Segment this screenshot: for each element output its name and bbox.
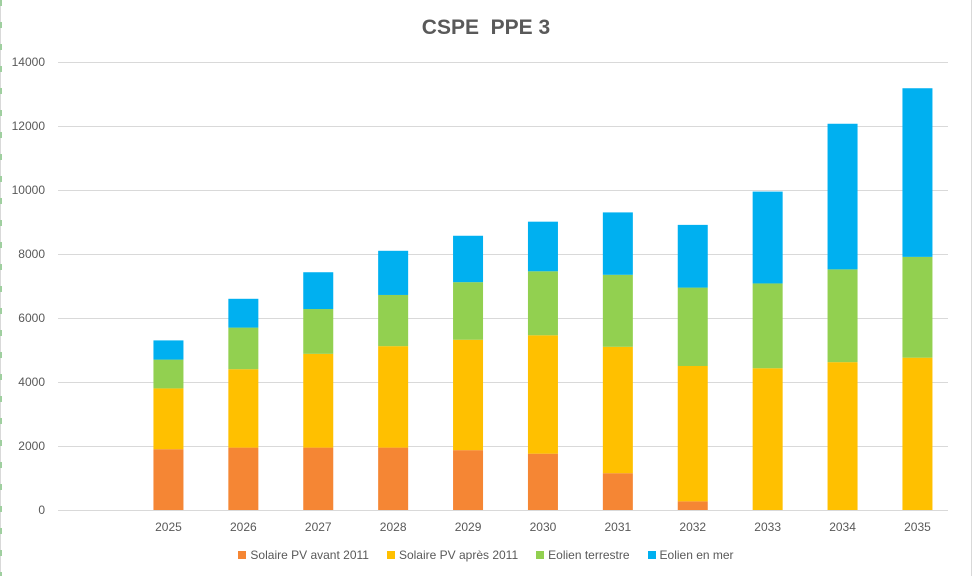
bar-2032-series-1 bbox=[677, 501, 708, 510]
legend-item-series-2: Solaire PV après 2011 bbox=[386, 548, 519, 562]
bar-2026-series-4 bbox=[228, 298, 259, 328]
bar-2031-series-2 bbox=[602, 346, 633, 474]
y-tick-label: 4000 bbox=[18, 375, 45, 389]
legend-label: Eolien en mer bbox=[659, 548, 734, 562]
bar-2033-series-3 bbox=[752, 283, 783, 369]
bar-2031-series-1 bbox=[602, 473, 633, 510]
y-tick-label: 6000 bbox=[18, 311, 45, 325]
bar-series bbox=[153, 88, 933, 510]
legend-item-series-4: Eolien en mer bbox=[647, 548, 734, 562]
bar-2027-series-3 bbox=[303, 309, 334, 354]
bar-2026-series-1 bbox=[228, 447, 259, 510]
legend-swatch bbox=[238, 551, 247, 559]
bar-2028-series-4 bbox=[378, 250, 409, 295]
bar-2027-series-4 bbox=[303, 272, 334, 310]
x-tick-label: 2031 bbox=[604, 520, 631, 534]
legend-label: Solaire PV après 2011 bbox=[398, 548, 519, 562]
bar-2035-series-3 bbox=[902, 256, 933, 358]
sheet-edge-marks bbox=[0, 0, 2, 576]
bar-2034-series-2 bbox=[827, 362, 858, 510]
bar-2033-series-4 bbox=[752, 191, 783, 284]
chart-title: CSPE PPE 3 bbox=[421, 16, 551, 39]
bar-2030-series-4 bbox=[527, 221, 558, 272]
bar-2028-series-3 bbox=[378, 294, 409, 347]
bar-2030-series-2 bbox=[527, 335, 558, 454]
bar-2029-series-2 bbox=[453, 339, 484, 451]
bar-2031-series-3 bbox=[602, 274, 633, 347]
bar-2034-series-4 bbox=[827, 123, 858, 270]
x-tick-label: 2028 bbox=[380, 520, 407, 534]
bar-2025-series-2 bbox=[153, 388, 184, 450]
bar-2025-series-1 bbox=[153, 449, 184, 510]
bar-2032-series-2 bbox=[677, 366, 708, 502]
y-tick-label: 14000 bbox=[12, 55, 46, 69]
bar-2035-series-4 bbox=[902, 88, 933, 257]
bar-2034-series-3 bbox=[827, 269, 858, 363]
x-tick-label: 2029 bbox=[455, 520, 482, 534]
x-tick-label: 2025 bbox=[155, 520, 182, 534]
y-tick-label: 10000 bbox=[12, 183, 46, 197]
x-axis-tick-labels: 2025 2026 2027 2028 2029 2030 2031 2032 2033 2034… bbox=[155, 520, 931, 534]
bar-2029-series-4 bbox=[453, 235, 484, 283]
bar-2027-series-2 bbox=[303, 353, 334, 448]
legend-swatch bbox=[536, 551, 545, 559]
bar-2026-series-2 bbox=[228, 369, 259, 448]
x-tick-label: 2032 bbox=[679, 520, 706, 534]
bar-2027-series-1 bbox=[303, 447, 334, 510]
legend-item-series-3: Eolien terrestre bbox=[536, 548, 630, 562]
bar-2030-series-3 bbox=[527, 271, 558, 336]
bar-2025-series-3 bbox=[153, 359, 184, 389]
x-tick-label: 2026 bbox=[230, 520, 257, 534]
bar-2035-series-2 bbox=[902, 357, 933, 510]
y-tick-label: 2000 bbox=[18, 439, 45, 453]
bar-2032-series-4 bbox=[677, 224, 708, 288]
x-tick-label: 2034 bbox=[829, 520, 856, 534]
y-tick-label: 8000 bbox=[18, 247, 45, 261]
bar-2031-series-4 bbox=[602, 212, 633, 275]
bar-2028-series-2 bbox=[378, 346, 409, 448]
bar-2028-series-1 bbox=[378, 447, 409, 510]
legend-swatch bbox=[647, 551, 656, 559]
y-axis-tick-labels: 0 2000 4000 6000 8000 10000 12000 14000 bbox=[12, 55, 46, 517]
y-tick-label: 0 bbox=[38, 503, 45, 517]
x-tick-label: 2033 bbox=[754, 520, 781, 534]
gridlines bbox=[58, 62, 948, 511]
x-tick-label: 2027 bbox=[305, 520, 332, 534]
bar-2033-series-2 bbox=[752, 368, 783, 510]
bar-2026-series-3 bbox=[228, 327, 259, 370]
bar-2029-series-1 bbox=[453, 450, 484, 510]
chart-legend: Solaire PV avant 2011 Solaire PV après 20… bbox=[0, 548, 972, 562]
legend-label: Solaire PV avant 2011 bbox=[250, 548, 369, 562]
x-tick-label: 2030 bbox=[530, 520, 557, 534]
bar-2030-series-1 bbox=[527, 453, 558, 510]
legend-swatch bbox=[386, 551, 395, 559]
bar-2032-series-3 bbox=[677, 287, 708, 366]
x-tick-label: 2035 bbox=[904, 520, 931, 534]
legend-item-series-1: Solaire PV avant 2011 bbox=[238, 548, 369, 562]
legend-label: Eolien terrestre bbox=[548, 548, 630, 562]
y-tick-label: 12000 bbox=[12, 119, 46, 133]
bar-2025-series-4 bbox=[153, 340, 184, 360]
bar-2029-series-3 bbox=[453, 282, 484, 340]
